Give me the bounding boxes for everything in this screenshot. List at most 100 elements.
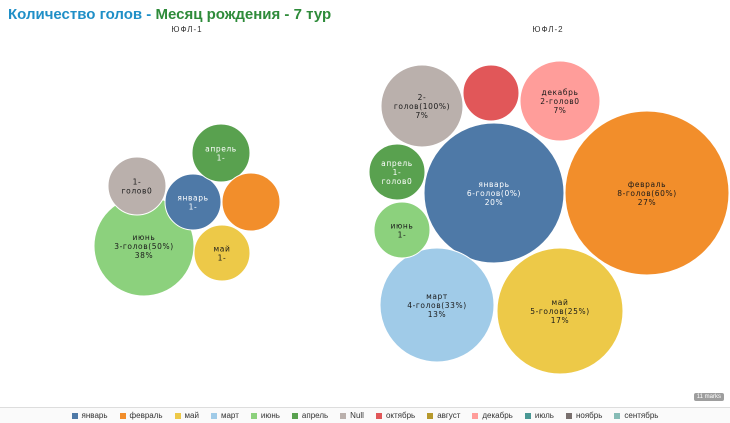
bubble-label: январь	[177, 194, 208, 203]
bubble-label: голов0	[382, 177, 413, 186]
legend-label: ноябрь	[575, 411, 603, 420]
bubble-label: 1-	[217, 154, 226, 163]
bubble-1-Null[interactable]: 1-голов0	[107, 156, 167, 216]
color-legend: январь февраль май март июнь апрель Null октябр…	[0, 407, 730, 423]
bubble-circle[interactable]	[373, 201, 431, 259]
bubble-label: 6-голов(0%)	[467, 189, 521, 198]
bubble-label: 1-	[189, 203, 198, 212]
legend-label: апрель	[301, 411, 329, 420]
bubble-label: 1-	[393, 168, 402, 177]
bubble-label: 13%	[428, 310, 446, 319]
bubble-1-февраль[interactable]	[221, 172, 281, 232]
bubble-circle[interactable]	[564, 110, 730, 276]
legend-swatch	[375, 412, 382, 419]
legend-label: февраль	[129, 411, 163, 420]
bubble-label: голов(100%)	[394, 102, 450, 111]
legend-swatch	[119, 412, 126, 419]
chart-title-part2: Месяц рождения - 7 тур	[155, 6, 332, 23]
legend-swatch	[614, 412, 621, 419]
bubble-label: декабрь	[542, 88, 579, 97]
bubble-label: 8-голов(60%)	[617, 189, 677, 198]
legend-item-июнь[interactable]: июнь	[250, 411, 280, 420]
bubble-circle[interactable]	[368, 143, 426, 201]
legend-swatch	[174, 412, 181, 419]
bubble-circle[interactable]	[423, 122, 565, 264]
legend-swatch	[250, 412, 257, 419]
legend-label: сентябрь	[624, 411, 659, 420]
legend-item-январь[interactable]: январь	[71, 411, 108, 420]
bubble-circle[interactable]	[462, 64, 520, 122]
bubble-2-Null[interactable]: 2-голов(100%)7%	[380, 64, 464, 148]
bubble-circle[interactable]	[380, 64, 464, 148]
bubble-circle[interactable]	[496, 247, 624, 375]
panel-label-1: ЮФЛ-1	[171, 25, 203, 34]
legend-swatch	[524, 412, 531, 419]
legend-item-июль[interactable]: июль	[524, 411, 554, 420]
legend-item-декабрь[interactable]: декабрь	[472, 411, 513, 420]
legend-label: январь	[81, 411, 108, 420]
bubble-circle[interactable]	[193, 224, 251, 282]
bubble-label: апрель	[205, 145, 237, 154]
legend-item-сентябрь[interactable]: сентябрь	[614, 411, 658, 420]
legend-item-ноябрь[interactable]: ноябрь	[565, 411, 603, 420]
legend-label: декабрь	[482, 411, 513, 420]
bubble-circle[interactable]	[221, 172, 281, 232]
legend-item-октябрь[interactable]: октябрь	[375, 411, 416, 420]
bubble-label: 17%	[551, 316, 569, 325]
legend-item-Null[interactable]: Null	[340, 411, 364, 420]
bubble-label: 27%	[638, 198, 656, 207]
legend-label: июнь	[260, 411, 280, 420]
bubble-circle[interactable]	[107, 156, 167, 216]
bubble-circle[interactable]	[191, 123, 251, 183]
legend-label: июль	[534, 411, 554, 420]
bubble-circle[interactable]	[379, 247, 495, 363]
legend-item-апрель[interactable]: апрель	[291, 411, 329, 420]
bubble-label: 7%	[415, 111, 428, 120]
bubble-label: 20%	[485, 198, 503, 207]
legend-label: март	[220, 411, 239, 420]
legend-swatch	[340, 412, 347, 419]
legend-item-август[interactable]: август	[427, 411, 460, 420]
legend-label: октябрь	[385, 411, 416, 420]
legend-item-май[interactable]: май	[174, 411, 199, 420]
legend-item-февраль[interactable]: февраль	[119, 411, 163, 420]
bubble-label: 2-	[418, 93, 427, 102]
bubble-label: март	[426, 292, 448, 301]
legend-swatch	[472, 412, 479, 419]
legend-swatch	[210, 412, 217, 419]
legend-swatch	[71, 412, 78, 419]
legend-swatch	[565, 412, 572, 419]
bubble-label: июнь	[391, 222, 414, 231]
bubble-label: голов0	[122, 187, 153, 196]
bubble-label: апрель	[381, 159, 413, 168]
bubble-label: 38%	[135, 251, 153, 260]
bubble-label: 5-голов(25%)	[530, 307, 590, 316]
bubble-label: 3-голов(50%)	[114, 242, 174, 251]
bubble-label: май	[214, 245, 231, 254]
bubble-chart: июнь3-голов(50%)38%1-голов0январь1-апрел…	[93, 60, 730, 375]
bubble-label: февраль	[628, 180, 666, 189]
bubble-label: 1-	[398, 231, 407, 240]
legend-label: май	[184, 411, 199, 420]
bubble-label: 1-	[133, 178, 142, 187]
bubble-label: июнь	[133, 233, 156, 242]
bubble-circle[interactable]	[164, 173, 222, 231]
legend-swatch	[427, 412, 434, 419]
legend-item-март[interactable]: март	[210, 411, 239, 420]
legend-label: август	[437, 411, 461, 420]
panel-label-2: ЮФЛ-2	[532, 25, 564, 34]
bubble-label: май	[552, 298, 569, 307]
bubble-2-октябрь[interactable]	[462, 64, 520, 122]
bubble-circle[interactable]	[519, 60, 601, 142]
